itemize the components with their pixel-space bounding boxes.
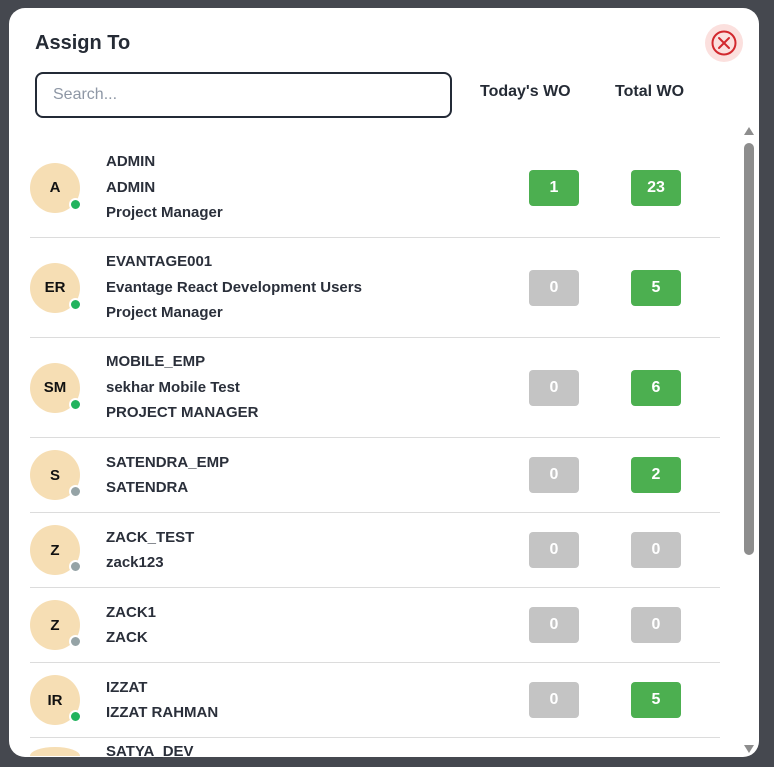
user-row[interactable]: A ADMIN ADMIN Project Manager 1 23 <box>30 138 720 238</box>
todays-wo-badge: 0 <box>529 369 579 406</box>
total-wo-badge: 23 <box>631 169 681 206</box>
user-info: ZACK_TEST zack123 <box>106 525 194 576</box>
total-wo-badge: 2 <box>631 457 681 493</box>
search-input[interactable] <box>35 72 452 118</box>
user-info: IZZAT IZZAT RAHMAN <box>106 675 218 726</box>
user-info-line: Evantage React Development Users <box>106 278 362 296</box>
avatar <box>30 747 80 756</box>
user-info: ZACK1 ZACK <box>106 600 156 651</box>
user-info: SATENDRA_EMP SATENDRA <box>106 450 229 501</box>
user-info: ADMIN ADMIN Project Manager <box>106 149 223 226</box>
todays-wo-badge: 0 <box>529 457 579 493</box>
user-info-line: SATENDRA_EMP <box>106 453 230 471</box>
user-row[interactable]: S SATENDRA_EMP SATENDRA 0 2 <box>30 438 720 513</box>
avatar: A <box>30 162 82 213</box>
user-info-line: ADMIN <box>106 178 156 196</box>
avatar: Z <box>30 525 82 575</box>
user-info-line: SATENDRA <box>106 479 189 496</box>
offline-status-dot <box>69 485 82 498</box>
avatar-initials: SM <box>43 379 67 396</box>
offline-status-dot <box>69 560 82 573</box>
avatar-initials: Z <box>50 616 60 634</box>
user-row[interactable]: IR IZZAT IZZAT RAHMAN 0 5 <box>30 663 720 738</box>
avatar: IR <box>30 675 82 725</box>
avatar-initials: A <box>49 179 61 196</box>
todays-wo-badge: 0 <box>529 682 579 718</box>
online-status-dot <box>69 297 82 311</box>
avatar: Z <box>30 600 82 650</box>
user-info-line: Project Manager <box>106 304 223 322</box>
user-info-line: ZACK_TEST <box>106 528 195 546</box>
avatar-initials: ER <box>44 279 66 296</box>
user-info-line: PROJECT MANAGER <box>106 404 259 422</box>
user-row[interactable]: Z ZACK1 ZACK 0 0 <box>30 588 720 663</box>
user-info-line: ZACK <box>106 629 148 646</box>
user-info: SATYA_DEV <box>106 744 194 759</box>
close-circle-icon <box>711 30 737 56</box>
user-info-line: ZACK1 <box>106 603 157 621</box>
user-info: EVANTAGE001 Evantage React Development Us… <box>106 249 362 326</box>
online-status-dot <box>69 397 82 411</box>
offline-status-dot <box>69 635 82 648</box>
user-row[interactable]: SATYA_DEV <box>30 738 720 759</box>
avatar-initials: IR <box>47 691 63 709</box>
scroll-up-arrow-icon[interactable] <box>744 127 754 135</box>
scrollbar[interactable] <box>742 125 756 757</box>
modal-title: Assign To <box>35 32 131 54</box>
todays-wo-badge: 0 <box>529 532 579 568</box>
assign-to-modal: Assign To Today's WO Total WO AADMINADMI… <box>9 8 759 759</box>
user-info-line: SATYA_DEV <box>106 743 194 760</box>
close-button[interactable] <box>705 24 743 62</box>
online-status-dot <box>69 197 82 211</box>
avatar: SM <box>30 362 82 413</box>
avatar: S <box>30 450 82 500</box>
scroll-down-arrow-icon[interactable] <box>744 745 754 753</box>
avatar-initials: S <box>49 466 60 484</box>
user-info-line: MOBILE_EMP <box>106 353 206 371</box>
total-wo-badge: 5 <box>631 269 681 306</box>
user-info-line: EVANTAGE001 <box>106 253 213 271</box>
user-info-line: zack123 <box>106 554 164 571</box>
todays-wo-badge: 1 <box>529 169 579 206</box>
user-row[interactable]: ER EVANTAGE001 Evantage React Development … <box>30 238 720 338</box>
online-status-dot <box>69 710 82 723</box>
user-info-line: IZZAT <box>106 678 148 696</box>
total-wo-badge: 6 <box>631 369 681 406</box>
user-info-line: IZZAT RAHMAN <box>106 704 219 721</box>
column-header-todays-wo: Today's WO <box>480 83 571 100</box>
user-info-line: Project Manager <box>106 204 223 222</box>
user-list: A ADMIN ADMIN Project Manager 1 23 ER EVANTAGE0… <box>9 138 739 759</box>
total-wo-badge: 0 <box>631 607 681 643</box>
user-info-line: ADMIN <box>106 153 156 171</box>
column-header-total-wo: Total WO <box>615 83 685 100</box>
avatar: ER <box>30 262 82 313</box>
todays-wo-badge: 0 <box>529 269 579 306</box>
total-wo-badge: 5 <box>631 682 681 718</box>
todays-wo-badge: 0 <box>529 607 579 643</box>
scrollbar-thumb[interactable] <box>744 143 754 555</box>
avatar-initials: Z <box>50 541 60 559</box>
user-row[interactable]: Z ZACK_TEST zack123 0 0 <box>30 513 720 588</box>
total-wo-badge: 0 <box>631 532 681 568</box>
user-info-line: sekhar Mobile Test <box>106 378 240 396</box>
